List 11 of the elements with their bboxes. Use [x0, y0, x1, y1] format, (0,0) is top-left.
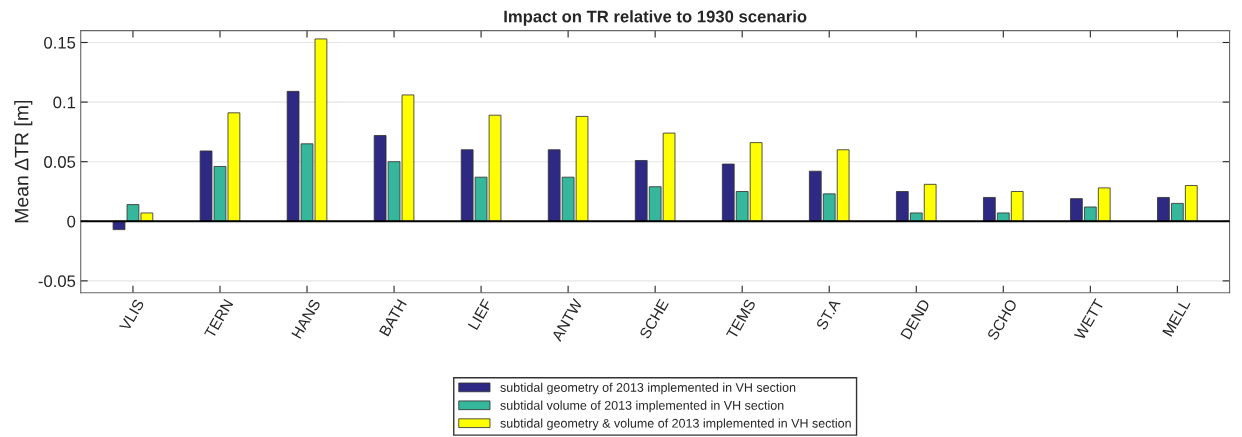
legend-label: subtidal volume of 2013 implemented in VH section — [500, 400, 784, 413]
y-tick-label: -0.05 — [38, 275, 76, 288]
y-tick-label: 0.1 — [53, 96, 76, 109]
legend-label: subtidal geometry & volume of 2013 implemented in VH section — [500, 418, 851, 431]
y-tick-label: 0.15 — [44, 36, 76, 49]
y-tick-label: 0.05 — [44, 156, 76, 168]
bar — [112, 220, 126, 231]
legend-label: subtidal geometry of 2013 implemented in VH section — [500, 382, 796, 395]
chart-title: Impact on TR relative to 1930 scenario — [504, 10, 807, 26]
y-axis-title: Mean ΔTR [m] — [14, 100, 33, 223]
y-tick-label: 0 — [67, 215, 76, 228]
